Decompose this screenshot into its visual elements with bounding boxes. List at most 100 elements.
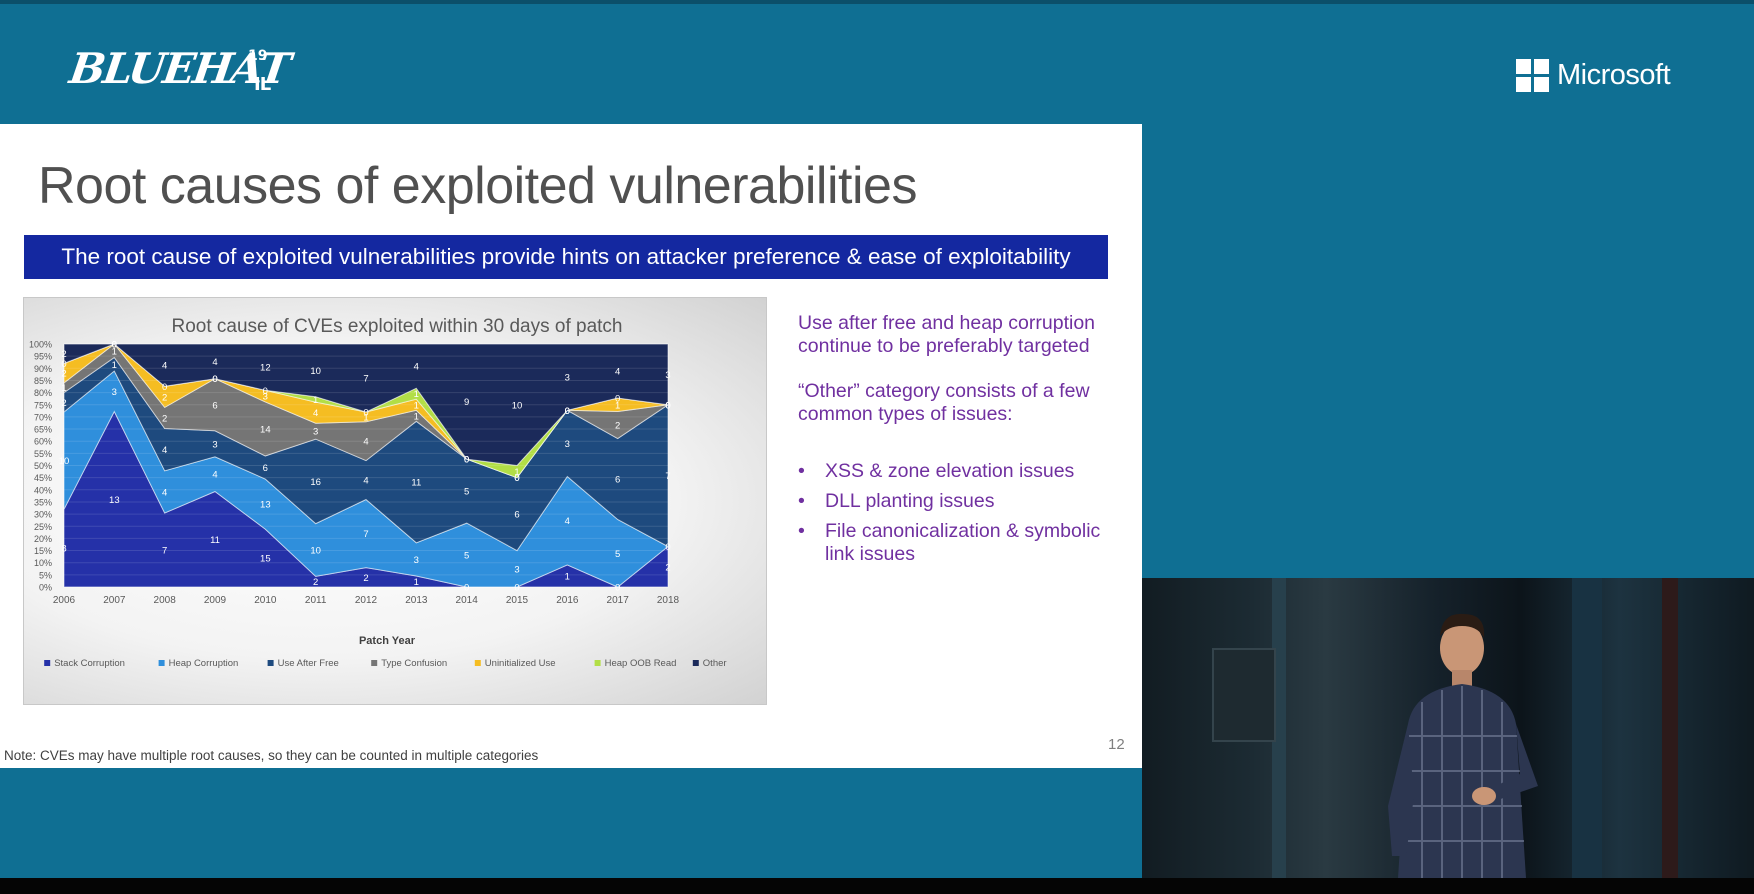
data-label: 4 [162, 487, 167, 498]
area-other [63, 343, 669, 467]
data-label: 7 [363, 529, 368, 540]
x-tick-label: 2006 [53, 595, 76, 606]
y-tick-label: 50% [34, 461, 52, 471]
y-tick-label: 15% [34, 546, 52, 556]
data-label: 1 [414, 389, 419, 400]
x-tick-label: 2016 [556, 595, 579, 606]
top-band [0, 0, 1754, 4]
x-tick-label: 2011 [305, 595, 327, 606]
data-label: 0 [514, 473, 519, 484]
data-label: 2 [665, 562, 670, 573]
x-axis-label: Patch Year [359, 635, 416, 647]
data-label: 0 [615, 583, 620, 594]
legend-label: Heap OOB Read [605, 658, 677, 669]
commentary-paragraph-2: “Other” category consists of a few commo… [798, 380, 1090, 425]
data-label: 0 [464, 455, 469, 466]
x-tick-label: 2008 [154, 595, 177, 606]
data-label: 2 [162, 392, 167, 403]
list-item: File canonicalization & symbolic link is… [798, 520, 1128, 566]
data-label: 0 [61, 359, 66, 370]
data-label: 3 [263, 392, 268, 403]
data-label: 2 [615, 421, 620, 432]
data-label: 5 [615, 549, 620, 560]
data-label: 0 [464, 583, 469, 594]
microsoft-windows-icon [1516, 58, 1549, 92]
data-label: 3 [565, 373, 570, 384]
commentary-paragraph-1: Use after free and heap corruption conti… [798, 312, 1096, 357]
data-label: 4 [212, 470, 217, 481]
data-label: 11 [210, 535, 220, 546]
data-label: 4 [363, 476, 368, 487]
data-label: 5 [464, 551, 469, 562]
data-label: 4 [615, 367, 620, 378]
data-label: 11 [411, 478, 421, 489]
y-axis: 0% 5% 10% 15% 20% 25% 30% 35% 40% 45% 50% 55% 60% 65%… [29, 340, 52, 593]
data-label: 2 [162, 413, 167, 424]
data-label: 4 [363, 437, 368, 448]
legend-label: Uninitialized Use [485, 658, 556, 669]
y-tick-label: 45% [34, 473, 52, 483]
slide-title: Root causes of exploited vulnerabilities [38, 157, 917, 215]
x-tick-label: 2010 [254, 595, 277, 606]
data-label: 4 [212, 357, 217, 368]
y-tick-label: 80% [34, 388, 52, 398]
data-label: 13 [260, 500, 271, 511]
data-label: 4 [162, 445, 167, 456]
data-label: 6 [615, 475, 620, 486]
y-tick-label: 0% [39, 583, 52, 593]
legend-swatch [594, 660, 601, 666]
data-label: 3 [565, 439, 570, 450]
data-label: 0 [565, 406, 570, 417]
x-tick-label: 2009 [204, 595, 227, 606]
legend-swatch [474, 660, 481, 666]
x-tick-label: 2017 [607, 595, 630, 606]
x-tick-label: 2007 [103, 595, 126, 606]
data-label: 0 [363, 408, 368, 419]
data-label: 1 [112, 346, 117, 357]
data-label: 0 [514, 473, 519, 484]
list-item: XSS & zone elevation issues [798, 460, 1128, 483]
bluehat-logo-country: IL [254, 74, 271, 95]
data-label: 1 [514, 467, 519, 478]
data-label: 14 [260, 424, 271, 435]
data-label: 7 [363, 374, 368, 385]
data-label: 0 [665, 400, 670, 411]
legend-swatch [44, 660, 51, 666]
y-tick-label: 25% [34, 522, 52, 532]
y-tick-label: 70% [34, 412, 52, 422]
data-label: 1 [414, 577, 419, 588]
x-tick-label: 2012 [355, 595, 378, 606]
x-tick-label: 2015 [506, 595, 529, 606]
microsoft-logo: Microsoft [1516, 58, 1671, 92]
data-label: 0 [615, 394, 620, 405]
data-label: 7 [162, 546, 167, 557]
data-label: 13 [109, 495, 120, 506]
legend-swatch [371, 660, 378, 666]
data-label: 0 [212, 374, 217, 385]
y-tick-label: 75% [34, 400, 52, 410]
legend-swatch [267, 660, 274, 666]
data-label: 2 [61, 398, 66, 409]
data-label: 0 [565, 406, 570, 417]
legend-label: Stack Corruption [54, 658, 125, 669]
y-tick-label: 30% [34, 510, 52, 520]
data-label: 1 [414, 411, 419, 422]
data-label: 10 [512, 400, 523, 411]
data-label: 0 [665, 542, 670, 553]
presenter-video-feed [1142, 578, 1754, 878]
slide-commentary: Use after free and heap corruption conti… [798, 312, 1128, 573]
y-tick-label: 20% [34, 534, 52, 544]
bottom-bar [0, 878, 1754, 894]
data-label: 2 [61, 369, 66, 380]
y-tick-label: 5% [39, 570, 52, 580]
y-tick-label: 90% [34, 364, 52, 374]
y-tick-label: 95% [34, 352, 52, 362]
y-tick-label: 35% [34, 497, 52, 507]
data-label: 3 [212, 439, 217, 450]
data-label: 0 [112, 340, 117, 351]
data-label: 1 [363, 412, 368, 423]
data-label: 1 [615, 400, 620, 411]
y-tick-label: 100% [29, 340, 52, 350]
data-label: 3 [313, 427, 318, 438]
